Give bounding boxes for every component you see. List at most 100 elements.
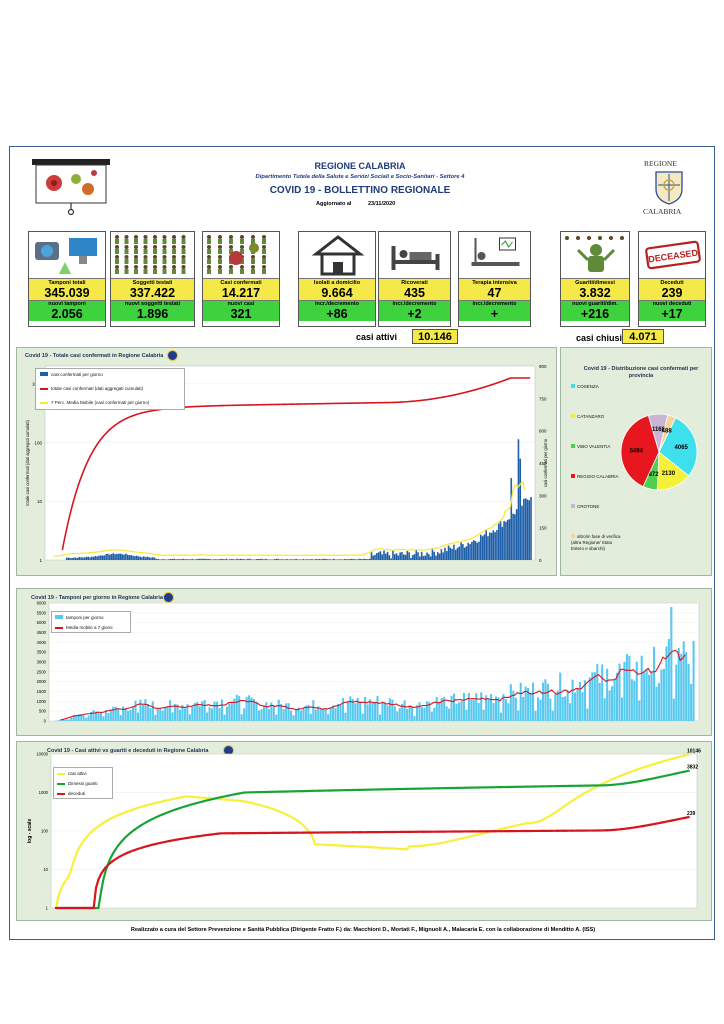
daily-case-bar [284,559,287,560]
swab-bar [166,707,169,721]
kpi-card: Isolati a domicilio 9.664 incr./decremento… [298,231,376,327]
swab-bar [423,707,426,721]
swab-bar [415,705,419,721]
swab-bar [119,715,122,721]
active-legend: casi attivi Dimessi guariti deceduti [53,767,113,799]
daily-case-bar [73,557,75,560]
daily-case-bar [298,559,301,560]
deceased-marker [457,830,460,833]
deceased-marker [104,866,107,869]
daily-case-bar [182,558,185,560]
card-sub-label: nuovi soggetti testati [111,300,194,307]
daily-case-bar [143,556,145,560]
pie-slice [620,415,660,488]
daily-case-bar [135,555,138,560]
y-tick-label: 5500 [37,610,47,615]
daily-case-bar [508,519,511,560]
swab-bar [413,716,416,721]
deceased-marker [252,832,255,835]
daily-case-bar [465,546,468,560]
swab-average-line [60,649,686,721]
deceased-marker [676,818,679,821]
daily-case-bar [126,554,129,560]
deceased-marker [648,823,651,826]
card-label: Casi confermati [203,278,279,286]
card-sub-value: +216 [561,307,629,321]
intensive-care-icon [459,232,530,278]
swab-bar [376,696,379,721]
swab-bar [497,697,500,721]
swab-bar [440,697,443,721]
swab-bar [285,703,288,721]
daily-case-bar [177,559,179,560]
daily-case-bar [144,557,147,560]
swab-bar [171,712,174,721]
deceased-marker [344,831,347,834]
confirmed-cases-panel: Covid 19 - Totale casi confermati in Reg… [16,347,557,576]
deceased-marker [592,829,595,832]
swab-bar [294,709,298,721]
province-distribution-panel: Covid 19 - Distribuzione casi confermati… [560,347,712,576]
swab-bar [487,699,490,721]
daily-case-bar [220,558,222,560]
daily-case-bar [302,559,305,560]
swab-bar [97,712,100,721]
swab-bar [650,671,653,721]
swab-bar [211,708,214,721]
deceased-marker [182,837,185,840]
swab-bar [522,696,525,721]
kpi-card: Soggetti testati 337.422 nuovi soggetti te… [110,231,195,327]
y-axis-label: log - scale [27,819,33,844]
swab-bar [490,693,493,721]
daily-case-bar [510,478,513,560]
active-recovered-chart: 1 10 100 1000 10000 log - scale 10146 3832 239 [27,748,701,910]
card-sub-value: + [459,307,530,321]
daily-case-bar [408,552,410,560]
swab-bar [588,677,591,721]
swab-bar [154,714,157,721]
daily-case-bar [315,558,317,560]
swab-bar [549,698,552,721]
daily-case-bar [318,558,321,560]
card-sub-value: +17 [639,307,705,321]
swab-bar [371,701,374,721]
swab-bar [514,697,517,721]
daily-case-bar [401,552,403,560]
daily-case-bar [141,557,143,560]
swab-bar [77,714,80,721]
daily-case-bar [449,547,452,560]
deceased-marker [358,831,361,834]
deceased-marker [486,830,489,833]
daily-case-bar [155,558,158,560]
daily-case-bar [304,559,306,560]
daily-case-bar [78,556,81,560]
daily-case-bar [209,559,211,560]
deceased-marker [224,832,227,835]
daily-case-bar [388,555,391,560]
y-tick-label: 1000 [37,699,47,704]
card-label: Terapia intensiva [459,278,530,286]
daily-case-bar [229,559,231,560]
daily-case-bar [80,557,82,560]
daily-case-bar [162,559,165,560]
moving-average-line [53,480,526,557]
kpi-card: Tamponi totali 345.039 nuovi tamponi 2.056 [28,231,106,327]
daily-case-bar [372,555,375,560]
deceased-marker [394,830,397,833]
deceased-marker [245,832,248,835]
deceased-marker [238,832,241,835]
daily-case-bar [146,556,149,560]
daily-case-bar [194,559,197,560]
deceased-marker [274,831,277,834]
swab-bar [539,699,542,721]
swab-bar [109,710,112,721]
swab-bar [159,708,162,721]
daily-case-bar [307,559,310,560]
swab-bar [455,703,458,721]
daily-case-bar [515,509,518,560]
deceased-marker [422,830,425,833]
deceased-marker [471,830,474,833]
swab-bar [290,710,293,721]
swab-bar [99,712,102,721]
card-label: Guariti/dimessi [561,278,629,286]
